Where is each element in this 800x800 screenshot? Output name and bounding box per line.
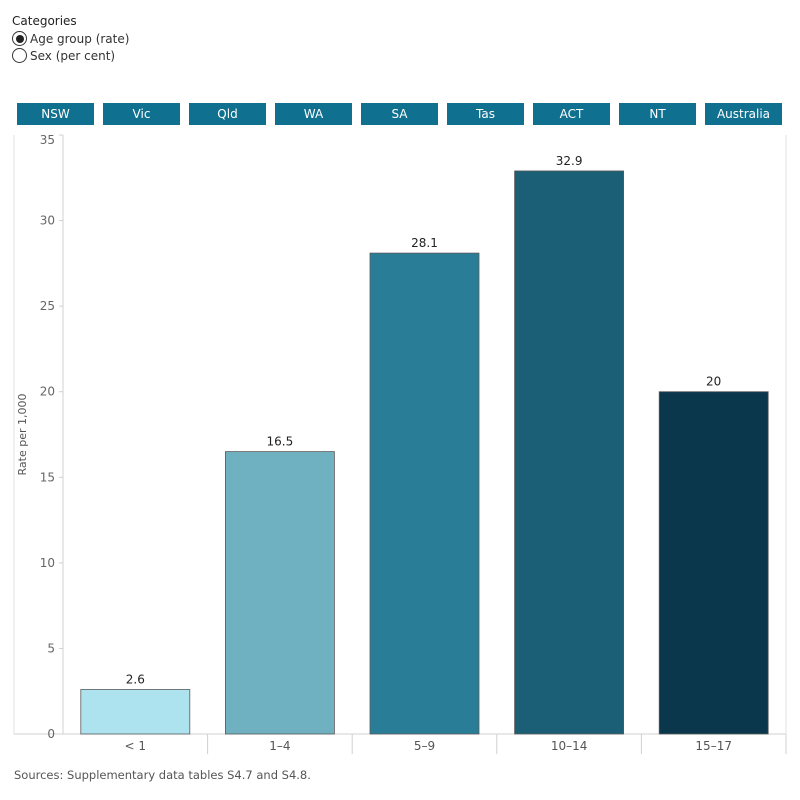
- y-tick-label: 5: [47, 641, 55, 655]
- tab-nt[interactable]: NT: [619, 103, 696, 125]
- y-axis-label: Rate per 1,000: [16, 394, 29, 476]
- x-tick-label: 10–14: [551, 739, 588, 753]
- y-tick-label: 10: [40, 556, 55, 570]
- bar-4: [514, 170, 624, 735]
- tab-sa[interactable]: SA: [361, 103, 438, 125]
- y-tick-label: 0: [47, 727, 55, 741]
- radio-unselected-icon[interactable]: [12, 48, 27, 63]
- bar-value-label: 28.1: [411, 236, 438, 250]
- y-tick-label: 15: [40, 470, 55, 484]
- x-tick-label: < 1: [125, 739, 147, 753]
- y-tick-label: 20: [40, 385, 55, 399]
- tab-wa[interactable]: WA: [275, 103, 352, 125]
- bar-5: [658, 391, 769, 735]
- tab-vic[interactable]: Vic: [103, 103, 180, 125]
- radio-age-group-label: Age group (rate): [30, 31, 130, 46]
- x-tick-label: 15–17: [695, 739, 732, 753]
- tab-nsw[interactable]: NSW: [17, 103, 94, 125]
- y-tick-label: 35: [40, 133, 55, 147]
- tab-australia[interactable]: Australia: [705, 103, 782, 125]
- categories-title: Categories: [12, 14, 77, 28]
- y-tick-label: 25: [40, 299, 55, 313]
- tab-tas[interactable]: Tas: [447, 103, 524, 125]
- tab-qld[interactable]: Qld: [189, 103, 266, 125]
- x-tick-label: 1–4: [269, 739, 290, 753]
- radio-age-group[interactable]: Age group (rate): [12, 30, 129, 47]
- x-tick-label: 5–9: [414, 739, 435, 753]
- bar-2: [224, 451, 335, 735]
- bar-value-label: 16.5: [267, 435, 294, 449]
- radio-sex[interactable]: Sex (per cent): [12, 47, 129, 64]
- sources-note: Sources: Supplementary data tables S4.7 …: [14, 768, 311, 782]
- categories-filter: Categories Age group (rate) Sex (per cen…: [12, 14, 129, 64]
- radio-selected-icon[interactable]: [12, 31, 27, 46]
- bar-value-label: 32.9: [556, 154, 583, 168]
- radio-sex-label: Sex (per cent): [30, 48, 116, 63]
- state-tabs: NSW Vic Qld WA SA Tas ACT NT Australia: [17, 103, 782, 125]
- bar-3: [369, 252, 480, 735]
- bar-1: [80, 689, 191, 735]
- bar-value-label: 2.6: [126, 673, 145, 687]
- y-tick-label: 30: [40, 214, 55, 228]
- bar-value-label: 20: [706, 375, 721, 389]
- tab-act[interactable]: ACT: [533, 103, 610, 125]
